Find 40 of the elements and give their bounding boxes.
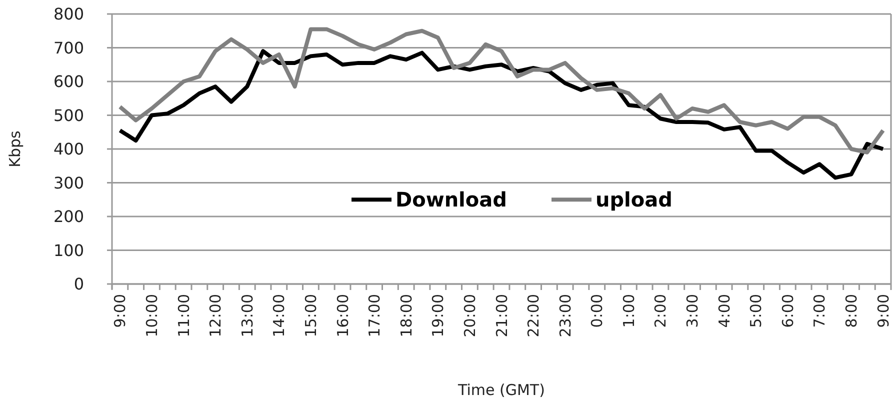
x-tick-label: 13:00 (238, 294, 256, 338)
x-tick-label: 5:00 (747, 294, 766, 328)
y-tick-label: 300 (53, 173, 84, 192)
x-tick-label: 3:00 (684, 294, 702, 328)
legend-label: Download (396, 188, 507, 212)
x-tick-label: 14:00 (270, 294, 288, 338)
x-tick-label: 22:00 (524, 294, 543, 338)
x-tick-label: 9:00 (874, 294, 892, 328)
line-series (118, 49, 886, 180)
x-tick-label: 2:00 (652, 294, 670, 328)
x-tick-label: 17:00 (366, 294, 384, 338)
x-tick-label: 12:00 (206, 294, 225, 338)
y-axis-title: Kbps (6, 130, 24, 168)
x-tick-label: 0:00 (588, 294, 606, 328)
y-tick-label: 200 (53, 207, 84, 226)
x-tick-label: 1:00 (620, 294, 638, 328)
x-axis-title: Time (GMT) (457, 381, 545, 399)
x-tick-label: 19:00 (429, 294, 448, 338)
y-tick-label: 600 (53, 72, 84, 92)
x-tick-label: 20:00 (460, 294, 479, 338)
y-tick-label: 500 (53, 106, 84, 125)
x-tick-label: 18:00 (397, 294, 416, 338)
x-tick-label: 8:00 (842, 294, 861, 328)
x-tick-label: 7:00 (810, 294, 829, 328)
x-tick-label: 4:00 (715, 294, 734, 328)
x-tick-label: 15:00 (302, 294, 320, 338)
y-tick-label: 700 (53, 38, 84, 58)
x-tick-label: 21:00 (492, 294, 511, 338)
y-tick-label: 800 (53, 4, 84, 24)
x-tick-label: 6:00 (778, 294, 797, 328)
x-tick-label: 9:00 (111, 294, 130, 328)
y-tick-label: 400 (53, 140, 84, 159)
line-series (118, 27, 886, 154)
x-tick-label: 16:00 (334, 294, 352, 338)
y-tick-label: 0 (74, 274, 84, 294)
x-tick-label: 23:00 (556, 294, 574, 338)
x-tick-label: 10:00 (142, 294, 161, 338)
x-tick-label: 11:00 (174, 294, 193, 338)
legend-label: upload (596, 188, 672, 212)
y-tick-label: 100 (53, 240, 84, 260)
